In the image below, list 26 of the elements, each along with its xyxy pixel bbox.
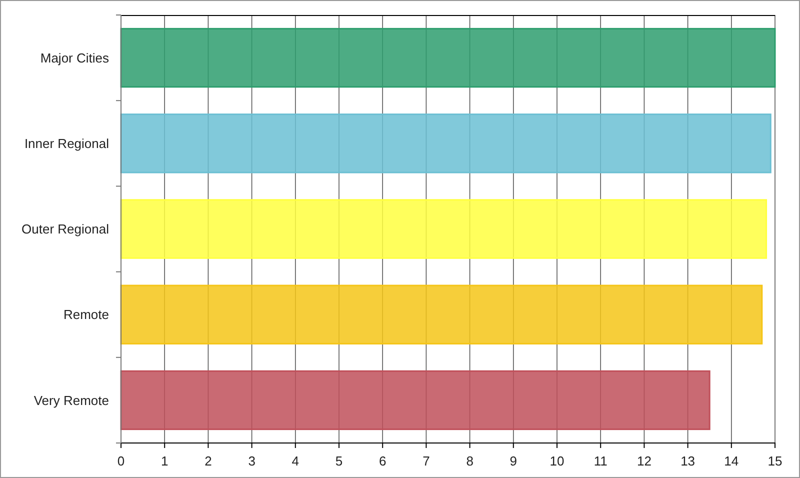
bar bbox=[120, 28, 776, 88]
x-tick-label: 12 bbox=[636, 453, 652, 468]
x-tick-label: 3 bbox=[248, 453, 256, 468]
x-tick-label: 8 bbox=[466, 453, 474, 468]
y-tick-label: Inner Regional bbox=[24, 136, 110, 151]
x-tick-label: 11 bbox=[594, 453, 608, 468]
x-tick-label: 14 bbox=[724, 453, 739, 468]
x-tick-label: 13 bbox=[680, 453, 696, 468]
bar bbox=[120, 370, 710, 430]
x-tick-label: 9 bbox=[510, 453, 518, 468]
bar bbox=[120, 114, 772, 174]
x-tick-label: 1 bbox=[160, 453, 168, 468]
y-tick-label: Very Remote bbox=[34, 392, 109, 408]
x-tick-label: 0 bbox=[117, 453, 125, 468]
x-tick-label: 10 bbox=[550, 453, 564, 468]
y-tick-label: Major Cities bbox=[40, 50, 110, 66]
bar bbox=[120, 199, 768, 259]
x-tick-label: 15 bbox=[768, 453, 782, 468]
x-tick-label: 4 bbox=[292, 453, 300, 468]
y-tick-label: Outer Regional bbox=[22, 222, 110, 237]
bar bbox=[120, 284, 763, 344]
x-tick-label: 2 bbox=[204, 453, 212, 468]
x-tick-label: 5 bbox=[335, 453, 343, 468]
x-tick-label: 7 bbox=[422, 453, 430, 468]
y-tick-label: Remote bbox=[63, 307, 109, 322]
x-tick-label: 6 bbox=[378, 453, 386, 468]
